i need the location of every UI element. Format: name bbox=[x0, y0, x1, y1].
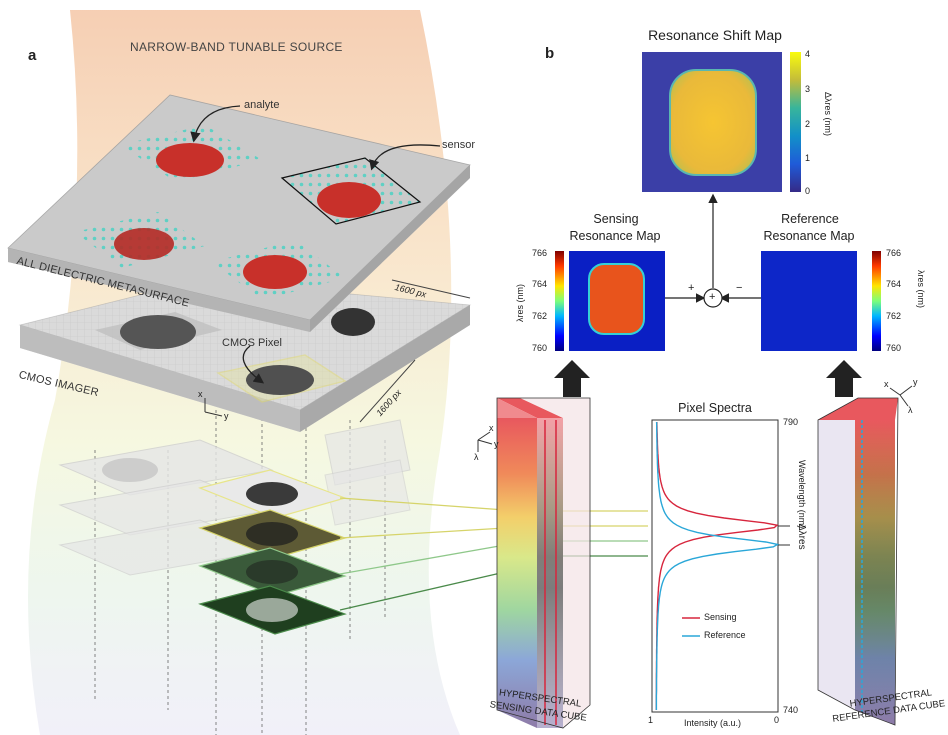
reference-tick-762: 762 bbox=[886, 311, 902, 321]
sensor-arrow bbox=[369, 144, 441, 171]
shift-tick-3: 3 bbox=[805, 84, 811, 94]
shift-map-title: Resonance Shift Map bbox=[648, 27, 782, 43]
source-label: NARROW-BAND TUNABLE SOURCE bbox=[130, 40, 343, 54]
legend-sensing-label: Sensing bbox=[704, 612, 737, 622]
sensing-cbar-label: λres (nm) bbox=[515, 284, 525, 322]
spectra-title: Pixel Spectra bbox=[678, 401, 752, 415]
shift-colorbar bbox=[790, 52, 801, 192]
spectra-y-top: 790 bbox=[783, 417, 799, 427]
sensing-map-title-2: Resonance Map bbox=[569, 229, 661, 243]
shift-tick-1: 1 bbox=[805, 153, 811, 163]
analyte-arrow bbox=[190, 105, 241, 143]
reference-data-cube bbox=[817, 397, 899, 726]
reference-colorbar bbox=[872, 251, 881, 351]
sensing-map-title-1: Sensing bbox=[593, 212, 639, 226]
shift-map bbox=[642, 52, 801, 192]
width-dimension-line bbox=[391, 279, 471, 299]
sensing-tick-766: 766 bbox=[532, 248, 548, 258]
imager-axes bbox=[204, 398, 223, 417]
sensing-data-cube bbox=[496, 397, 591, 729]
minus-sign: − bbox=[736, 282, 743, 294]
reference-cube-axis-lambda: λ bbox=[908, 405, 913, 415]
legend-reference-label: Reference bbox=[704, 630, 746, 640]
subtraction-operator bbox=[665, 193, 761, 308]
reference-map-title-1: Reference bbox=[781, 212, 839, 226]
panel-label-a: a bbox=[28, 47, 37, 64]
sensing-tick-762: 762 bbox=[532, 311, 548, 321]
spectra-delta-label: Δλres bbox=[796, 524, 807, 550]
sensing-tick-760: 760 bbox=[532, 343, 548, 353]
reference-up-arrow bbox=[826, 360, 862, 397]
reference-tick-760: 760 bbox=[886, 343, 902, 353]
reference-map bbox=[761, 251, 881, 351]
image-stack bbox=[58, 419, 411, 635]
reference-cbar-label: λres (nm) bbox=[916, 270, 926, 308]
spectra-x-left: 1 bbox=[648, 715, 654, 725]
metasurface-plane bbox=[7, 94, 471, 332]
reference-cube-axis-y: y bbox=[913, 377, 918, 387]
slice-to-cube-arrows bbox=[339, 497, 506, 611]
spectra-plot bbox=[651, 419, 790, 713]
reference-tick-764: 764 bbox=[886, 279, 902, 289]
sensing-tick-764: 764 bbox=[532, 279, 548, 289]
sensing-cube-axis-x: x bbox=[489, 423, 494, 433]
sensing-colorbar bbox=[555, 251, 564, 351]
sensing-cube-axes bbox=[477, 431, 493, 452]
panel-label-b: b bbox=[545, 45, 555, 62]
sensing-cube-axis-lambda: λ bbox=[474, 452, 479, 462]
shift-tick-2: 2 bbox=[805, 119, 811, 129]
height-dimension-line bbox=[359, 359, 416, 423]
reference-spectrum bbox=[655, 421, 780, 710]
spectra-y-bottom: 740 bbox=[783, 705, 799, 715]
sensing-map bbox=[555, 251, 665, 351]
reference-tick-766: 766 bbox=[886, 248, 902, 258]
spectra-x-right: 0 bbox=[774, 715, 780, 725]
reference-map-title-2: Resonance Map bbox=[763, 229, 855, 243]
analyte-label: analyte bbox=[244, 99, 280, 111]
spectra-xlabel: Intensity (a.u.) bbox=[684, 718, 742, 728]
sensing-cube-axis-y: y bbox=[494, 439, 499, 449]
sensor-label: sensor bbox=[442, 139, 476, 151]
shift-tick-0: 0 bbox=[805, 186, 811, 196]
imager-axis-y: y bbox=[224, 411, 229, 421]
reference-cube-axes bbox=[889, 385, 913, 407]
reference-cube-axis-x: x bbox=[884, 379, 889, 389]
shift-cbar-label: Δλres (nm) bbox=[823, 92, 833, 137]
sum-sign: + bbox=[709, 291, 716, 303]
cmos-imager-plane bbox=[18, 279, 472, 432]
spectra-ylabel: Wavelength (nm) bbox=[797, 460, 807, 529]
imager-axis-x: x bbox=[198, 389, 203, 399]
shift-tick-4: 4 bbox=[805, 49, 811, 59]
plus-sign: + bbox=[688, 282, 695, 294]
sensing-up-arrow bbox=[554, 360, 590, 397]
cmos-pixel-arrow bbox=[242, 345, 265, 384]
cmos-pixel-label: CMOS Pixel bbox=[222, 337, 282, 349]
